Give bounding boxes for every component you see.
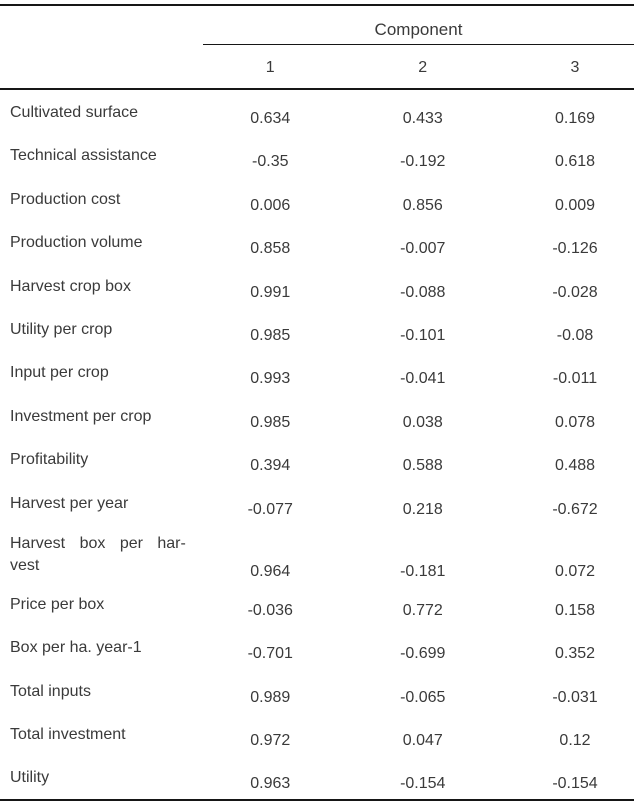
cell-value: 0.038 [402, 413, 443, 431]
component-header-title: Component [374, 20, 463, 39]
cell-value: 0.433 [402, 110, 443, 127]
cell-value: -0.192 [400, 153, 446, 171]
cell-value: 0.856 [402, 196, 443, 214]
cell-value: 0.006 [250, 196, 291, 214]
cell-value: -0.007 [400, 240, 446, 258]
header-bottom-rule [0, 88, 634, 90]
cell-value: -0.088 [400, 283, 446, 301]
cell-value: 0.047 [402, 732, 443, 750]
cell-value: -0.126 [552, 240, 598, 258]
cell-value: 0.588 [402, 457, 443, 475]
row-label: Profitability [10, 451, 89, 469]
table-row-harvest-crop-box: Harvest crop box 0.991 -0.088 -0.028 [0, 264, 634, 307]
column-header-3: 3 [570, 59, 580, 76]
cell-value: 0.394 [250, 457, 291, 475]
row-label: Technical assistance [10, 147, 157, 165]
cell-value: 0.634 [250, 110, 291, 127]
cell-value: -0.154 [400, 775, 446, 793]
column-header-2: 2 [418, 59, 428, 76]
cell-value: -0.08 [556, 326, 594, 344]
cell-value: 0.985 [250, 413, 291, 431]
cell-value: 0.009 [554, 196, 596, 214]
cell-value: -0.077 [247, 500, 293, 518]
table-row-utility-per-crop: Utility per crop 0.985 -0.101 -0.08 [0, 307, 634, 350]
table-row-total-investment: Total investment 0.972 0.047 0.12 [0, 712, 634, 755]
cell-value: 0.972 [250, 732, 291, 750]
cell-value: -0.028 [552, 283, 598, 301]
table-row-input-per-crop: Input per crop 0.993 -0.041 -0.011 [0, 350, 634, 393]
cell-value: 0.964 [250, 562, 291, 580]
cell-value: -0.065 [400, 688, 446, 706]
cell-value: 0.169 [554, 110, 596, 127]
table-row-profitability: Profitability 0.394 0.588 0.488 [0, 437, 634, 480]
row-label: Harvest per year [10, 494, 129, 512]
row-label: Investment per crop [10, 407, 152, 425]
cell-value: -0.699 [400, 645, 446, 663]
cell-value: 0.989 [250, 688, 291, 706]
row-label: Harvest box per har- vest [10, 534, 186, 574]
cell-value: 0.218 [402, 500, 443, 518]
column-header-row: 1 2 3 [0, 58, 634, 78]
cell-value: -0.036 [247, 601, 293, 619]
cell-value: 0.12 [559, 732, 591, 750]
table-row-production-cost: Production cost 0.006 0.856 0.009 [0, 177, 634, 220]
cell-value: 0.072 [554, 562, 596, 580]
cell-value: 0.963 [250, 775, 291, 793]
cell-value: -0.701 [247, 645, 293, 663]
table-row-harvest-per-year: Harvest per year -0.077 0.218 -0.672 [0, 481, 634, 524]
row-label: Utility per crop [10, 320, 113, 338]
row-label: Price per box [10, 595, 105, 613]
cell-value: 0.618 [554, 153, 596, 171]
table-top-rule [0, 4, 634, 6]
row-label: Cultivated surface [10, 104, 139, 121]
table-row-investment-per-crop: Investment per crop 0.985 0.038 0.078 [0, 394, 634, 437]
table-bottom-rule [0, 799, 634, 801]
table-row-cultivated-surface: Cultivated surface 0.634 0.433 0.169 [0, 90, 634, 133]
cell-value: 0.158 [554, 601, 596, 619]
column-header-spacer [0, 58, 194, 78]
cell-value: -0.031 [552, 688, 598, 706]
row-label: Total inputs [10, 682, 91, 700]
table-row-technical-assistance: Technical assistance -0.35 -0.192 0.618 [0, 133, 634, 176]
cell-value: -0.35 [252, 153, 289, 171]
cell-value: -0.011 [552, 370, 598, 388]
cell-value: 0.078 [554, 413, 596, 431]
cell-value: -0.181 [400, 562, 446, 580]
cell-value: -0.101 [400, 326, 446, 344]
table-row-utility: Utility 0.963 -0.154 -0.154 [0, 755, 634, 798]
row-label: Total investment [10, 726, 126, 744]
cell-value: -0.154 [552, 775, 598, 793]
row-label: Input per crop [10, 364, 109, 382]
row-label: Utility [10, 769, 50, 787]
table-body: Cultivated surface 0.634 0.433 0.169 Tec… [0, 90, 634, 799]
cell-value: 0.488 [554, 457, 596, 475]
table-row-box-per-ha-year: Box per ha. year-1 -0.701 -0.699 0.352 [0, 625, 634, 668]
cell-value: -0.041 [400, 370, 446, 388]
cell-value: 0.772 [402, 601, 443, 619]
column-header-1: 1 [265, 59, 275, 76]
cell-value: 0.993 [250, 370, 291, 388]
cell-value: 0.858 [250, 240, 291, 258]
cell-value: -0.672 [552, 500, 598, 518]
component-header-underline [203, 44, 634, 45]
cell-value: 0.352 [554, 645, 596, 663]
table-row-total-inputs: Total inputs 0.989 -0.065 -0.031 [0, 669, 634, 712]
table-row-harvest-box-per-harvest: Harvest box per har- vest 0.964 -0.181 0… [0, 524, 634, 582]
cell-value: 0.985 [250, 326, 291, 344]
row-label: Harvest crop box [10, 277, 131, 295]
table-row-production-volume: Production volume 0.858 -0.007 -0.126 [0, 220, 634, 263]
table-row-price-per-box: Price per box -0.036 0.772 0.158 [0, 582, 634, 625]
row-label: Production volume [10, 234, 143, 252]
row-label: Box per ha. year-1 [10, 639, 142, 657]
row-label: Production cost [10, 190, 121, 208]
cell-value: 0.991 [250, 283, 291, 301]
